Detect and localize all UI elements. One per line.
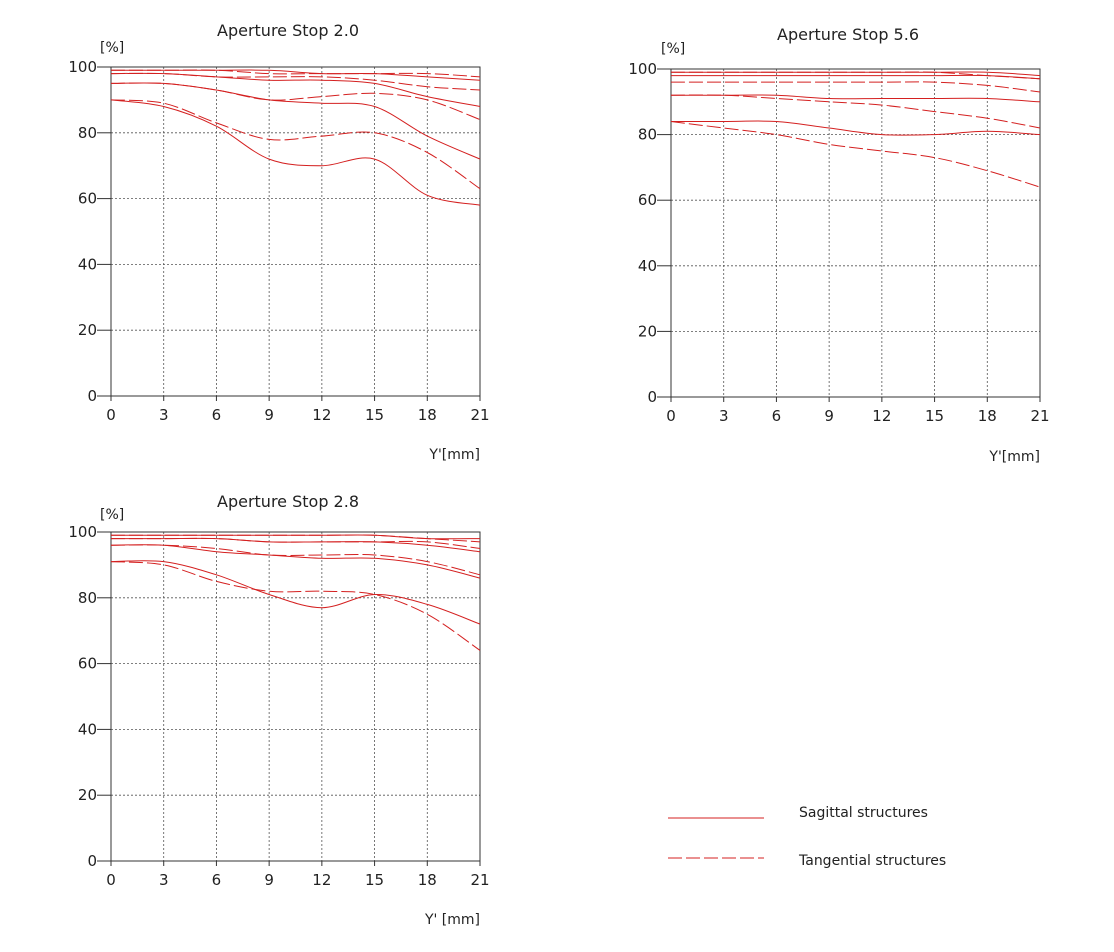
plot-frame: [670, 68, 1041, 398]
x-tick-label: 3: [159, 871, 169, 889]
x-tick-label: 0: [106, 871, 116, 889]
x-axis-label: Y' [mm]: [424, 912, 480, 928]
chart-title: Aperture Stop 2.8: [217, 492, 359, 511]
y-tick-label: 20: [78, 321, 97, 339]
x-tick-label: 18: [978, 407, 997, 425]
plot-area: 0 3 6 9 12 15 18 21 0 20 40 60 80 100: [628, 60, 1049, 425]
series-line-tangential: [110, 544, 481, 576]
plot-area: 0 3 6 9 12 15 18 21 0 20 40 60 80 100: [68, 58, 489, 424]
series-line-tangential: [111, 537, 481, 549]
series-line-tangential: [110, 561, 481, 651]
chart-aperture-2-0: Aperture Stop 2.0 [%] Y'[mm]: [100, 21, 480, 463]
series-line-sagittal: [671, 120, 1041, 136]
x-tick-label: 9: [264, 871, 274, 889]
series-line-sagittal: [110, 99, 481, 206]
x-tick-label: 9: [264, 406, 274, 424]
y-tick-label: 60: [78, 655, 97, 673]
series-line-sagittal: [671, 94, 1041, 103]
y-tick-label: 20: [78, 786, 97, 804]
y-unit-label: [%]: [100, 40, 124, 56]
x-tick-label: 0: [106, 406, 116, 424]
legend: Sagittal structures Tangential structure…: [668, 805, 946, 869]
y-tick-label: 0: [87, 387, 97, 405]
series-line-tangential: [670, 94, 1041, 129]
plot-frame: [110, 66, 481, 397]
x-tick-label: 9: [824, 407, 834, 425]
y-tick-label: 0: [647, 388, 657, 406]
series-line-sagittal: [110, 560, 481, 625]
y-tick-label: 20: [638, 322, 657, 340]
series-line-tangential: [110, 72, 481, 91]
chart-title: Aperture Stop 5.6: [777, 25, 919, 44]
y-tick-label: 0: [87, 852, 97, 870]
y-tick-label: 60: [78, 190, 97, 208]
chart-aperture-2-8: Aperture Stop 2.8 [%] Y' [mm]: [100, 492, 480, 928]
x-tick-label: 12: [312, 871, 331, 889]
legend-sagittal-label: Sagittal structures: [799, 805, 928, 821]
y-tick-label: 40: [638, 257, 657, 275]
y-tick-label: 100: [68, 58, 97, 76]
x-tick-label: 21: [470, 871, 489, 889]
x-tick-label: 18: [418, 406, 437, 424]
series-line-tangential: [110, 82, 481, 121]
y-tick-label: 80: [78, 589, 97, 607]
y-tick-label: 100: [628, 60, 657, 78]
legend-tangential-label: Tangential structures: [798, 853, 946, 869]
x-axis-label: Y'[mm]: [988, 449, 1040, 465]
x-tick-label: 6: [772, 407, 782, 425]
series-line-sagittal: [670, 74, 1041, 80]
x-tick-label: 3: [719, 407, 729, 425]
y-unit-label: [%]: [661, 41, 685, 57]
x-tick-label: 6: [212, 406, 222, 424]
y-tick-label: 80: [638, 126, 657, 144]
x-tick-label: 21: [1030, 407, 1049, 425]
x-tick-label: 6: [212, 871, 222, 889]
chart-title: Aperture Stop 2.0: [217, 21, 359, 40]
x-tick-label: 15: [365, 406, 384, 424]
y-tick-label: 40: [78, 255, 97, 273]
x-tick-label: 21: [470, 406, 489, 424]
plot-area: 0 3 6 9 12 15 18 21 0 20 40 60 80 100: [68, 523, 489, 889]
x-tick-label: 15: [365, 871, 384, 889]
series-line-tangential: [111, 69, 481, 78]
series-line-sagittal: [111, 69, 481, 81]
y-tick-label: 60: [638, 191, 657, 209]
y-tick-label: 40: [78, 720, 97, 738]
series-line-sagittal: [110, 82, 481, 160]
x-tick-label: 0: [666, 407, 676, 425]
series-line-tangential: [670, 121, 1041, 188]
series-line-tangential: [110, 99, 481, 190]
x-tick-label: 15: [925, 407, 944, 425]
x-tick-label: 12: [872, 407, 891, 425]
x-tick-label: 12: [312, 406, 331, 424]
plot-frame: [110, 531, 481, 862]
series-line-tangential: [110, 534, 481, 543]
chart-aperture-5-6: Aperture Stop 5.6 [%] Y'[mm]: [661, 25, 1040, 465]
x-axis-label: Y'[mm]: [428, 447, 480, 463]
y-tick-label: 100: [68, 523, 97, 541]
y-unit-label: [%]: [100, 507, 124, 523]
series-line-tangential: [670, 81, 1041, 93]
x-tick-label: 3: [159, 406, 169, 424]
y-tick-label: 80: [78, 124, 97, 142]
x-tick-label: 18: [418, 871, 437, 889]
